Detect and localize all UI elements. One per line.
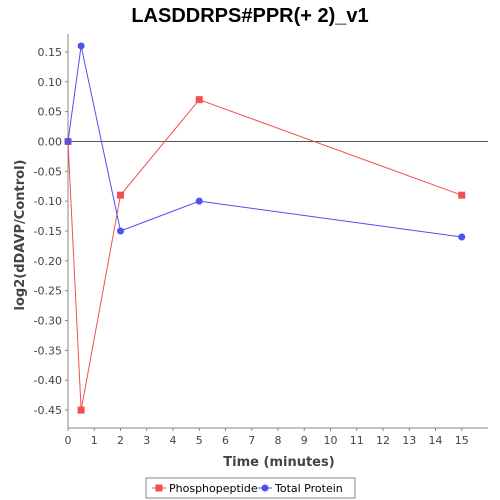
y-tick-label: -0.05: [34, 165, 62, 178]
x-tick-label: 13: [402, 434, 416, 447]
x-tick-label: 11: [350, 434, 364, 447]
y-tick-label: -0.35: [34, 344, 62, 357]
x-tick-label: 2: [117, 434, 124, 447]
x-axis-label: Time (minutes): [223, 455, 334, 470]
y-axis-label: log2(dDAVP/Control): [13, 160, 28, 311]
y-tick-label: 0.15: [38, 46, 63, 59]
x-tick-label: 5: [196, 434, 203, 447]
x-tick-label: 1: [91, 434, 98, 447]
total-protein-point: [117, 227, 124, 235]
x-tick-label: 10: [324, 434, 338, 447]
legend-total-protein-marker: [261, 484, 269, 492]
x-ticks: 0 1 2 3 4 5 6 7 8 9 10 11 12 13 14 15: [65, 428, 469, 447]
legend-phosphopeptide-marker: [155, 484, 163, 492]
y-tick-label: -0.45: [34, 404, 62, 417]
y-tick-label: -0.40: [34, 374, 62, 387]
x-tick-label: 7: [248, 434, 255, 447]
legend-total-protein-label: Total Protein: [274, 482, 343, 495]
axes: [67, 34, 488, 429]
y-tick-label: -0.25: [34, 285, 62, 298]
legend-items: Phosphopeptide Total Protein: [152, 482, 343, 495]
phosphopeptide-point: [458, 191, 466, 199]
y-ticks: 0.15 0.10 0.05 0.00 -0.05 -0.10 -0.15 -0.20 -0.2…: [34, 46, 68, 417]
total-protein-point: [195, 197, 203, 205]
legend: Phosphopeptide Total Protein: [145, 477, 356, 499]
y-tick-label: -0.15: [34, 225, 62, 238]
legend-box: [145, 477, 356, 499]
x-tick-label: 8: [275, 434, 282, 447]
x-tick-label: 14: [429, 434, 443, 447]
x-tick-label: 9: [301, 434, 308, 447]
total-protein-point: [458, 233, 466, 241]
y-tick-label: -0.20: [34, 255, 62, 268]
total-protein-point: [77, 42, 85, 50]
y-tick-label: -0.30: [34, 315, 62, 328]
y-tick-label: 0.10: [38, 76, 63, 89]
legend-phosphopeptide-label: Phosphopeptide: [169, 482, 258, 495]
x-tick-label: 15: [455, 434, 469, 447]
x-tick-label: 4: [170, 434, 177, 447]
y-tick-label: 0.05: [38, 106, 63, 119]
phosphopeptide-point: [77, 406, 85, 414]
chart-title: LASDDRPS#PPR(+ 2)_v1: [131, 5, 368, 27]
x-tick-label: 0: [65, 434, 72, 447]
x-tick-label: 6: [222, 434, 229, 447]
y-tick-label: -0.10: [34, 195, 62, 208]
phosphopeptide-point: [195, 96, 203, 104]
phosphopeptide-point: [117, 191, 124, 199]
series-group: [64, 42, 466, 414]
phosphopeptide-series-line: [67, 99, 462, 411]
x-tick-label: 12: [376, 434, 390, 447]
total-protein-point: [64, 137, 72, 145]
x-tick-label: 3: [143, 434, 150, 447]
y-tick-label: 0.00: [38, 135, 63, 148]
